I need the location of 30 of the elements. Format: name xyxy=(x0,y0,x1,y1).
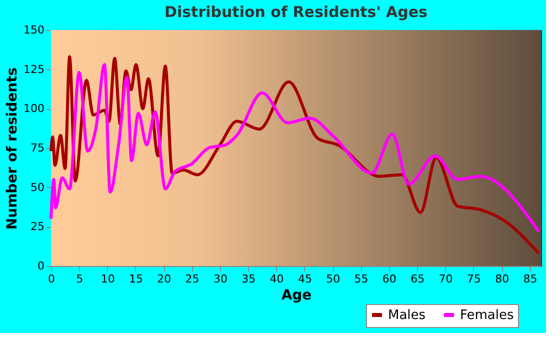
y-tick-label: 100 xyxy=(24,102,44,116)
x-tick-label: 85 xyxy=(523,272,538,286)
x-tick-label: 60 xyxy=(382,272,396,286)
x-tick-label: 25 xyxy=(185,272,200,286)
x-tick-label: 0 xyxy=(48,272,55,286)
y-tick-label: 125 xyxy=(24,62,44,76)
chart-title: Distribution of Residents' Ages xyxy=(164,3,428,21)
x-tick-label: 5 xyxy=(76,272,84,286)
y-tick-label: 25 xyxy=(30,220,44,234)
x-tick-label: 20 xyxy=(157,272,172,286)
x-tick-label: 10 xyxy=(100,272,115,286)
x-tick-label: 65 xyxy=(410,272,425,286)
x-tick-label: 50 xyxy=(326,272,340,286)
x-tick-label: 80 xyxy=(495,272,510,286)
x-tick-label: 75 xyxy=(466,272,481,286)
x-tick-label: 15 xyxy=(128,272,143,286)
x-tick-label: 35 xyxy=(242,272,256,286)
y-tick-label: 75 xyxy=(30,142,44,154)
x-tick-label: 40 xyxy=(270,272,284,286)
x-axis-title: Age xyxy=(281,288,312,304)
y-tick-label: 150 xyxy=(24,24,44,36)
x-tick-label: 30 xyxy=(213,272,228,286)
y-tick-label: 0 xyxy=(38,260,44,272)
y-tick-label: 50 xyxy=(30,180,44,194)
x-tick-label: 45 xyxy=(298,272,312,286)
y-axis-title: Number of residents xyxy=(4,67,21,230)
x-tick-label: 70 xyxy=(438,272,453,286)
x-tick-label: 55 xyxy=(354,272,368,286)
legend-label: Males xyxy=(388,308,426,323)
legend-label: Females xyxy=(460,308,514,323)
